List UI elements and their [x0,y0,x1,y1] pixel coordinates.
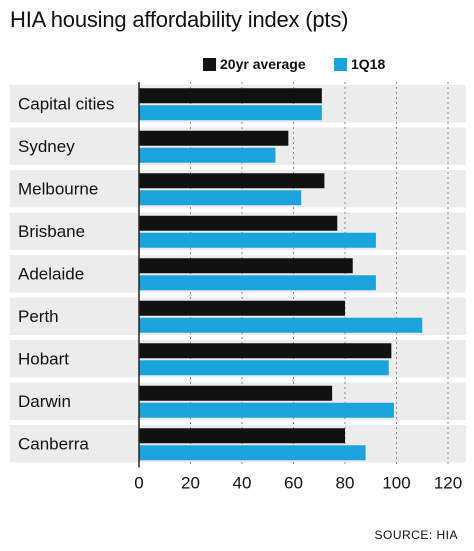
legend-label-20yr: 20yr average [220,56,306,72]
bar-20yr [139,343,392,359]
bar-20yr [139,428,345,444]
x-tick-label: 80 [336,474,355,493]
bar-20yr [139,258,353,274]
legend-swatch-1q18 [334,58,347,71]
bar-1q18 [139,275,376,291]
x-tick-label: 60 [284,474,303,493]
bar-1q18 [139,147,276,163]
bar-20yr [139,385,333,401]
bar-1q18 [139,402,394,418]
bar-20yr [139,300,345,316]
category-label: Melbourne [18,179,98,198]
x-tick-label: 120 [434,474,462,493]
bar-20yr [139,130,289,146]
x-tick-label: 0 [134,474,143,493]
category-label: Adelaide [18,264,84,283]
category-label: Perth [18,307,59,326]
legend-label-1q18: 1Q18 [351,56,385,72]
bar-1q18 [139,445,366,461]
category-label: Hobart [18,349,69,368]
bar-1q18 [139,317,423,333]
x-tick-label: 100 [382,474,410,493]
source-note: SOURCE: HIA [374,528,458,542]
x-tick-label: 20 [181,474,200,493]
category-label: Sydney [18,137,75,156]
bar-1q18 [139,232,376,248]
category-label: Capital cities [18,94,114,113]
bar-20yr [139,173,325,189]
legend-swatch-20yr [203,58,216,71]
category-label: Darwin [18,392,71,411]
bar-1q18 [139,190,302,206]
bar-1q18 [139,105,322,121]
bar-1q18 [139,360,389,376]
category-label: Canberra [18,434,89,453]
bar-20yr [139,215,338,231]
chart-title: HIA housing affordability index (pts) [10,7,349,32]
category-label: Brisbane [18,222,85,241]
bar-20yr [139,88,322,104]
x-tick-label: 40 [233,474,252,493]
